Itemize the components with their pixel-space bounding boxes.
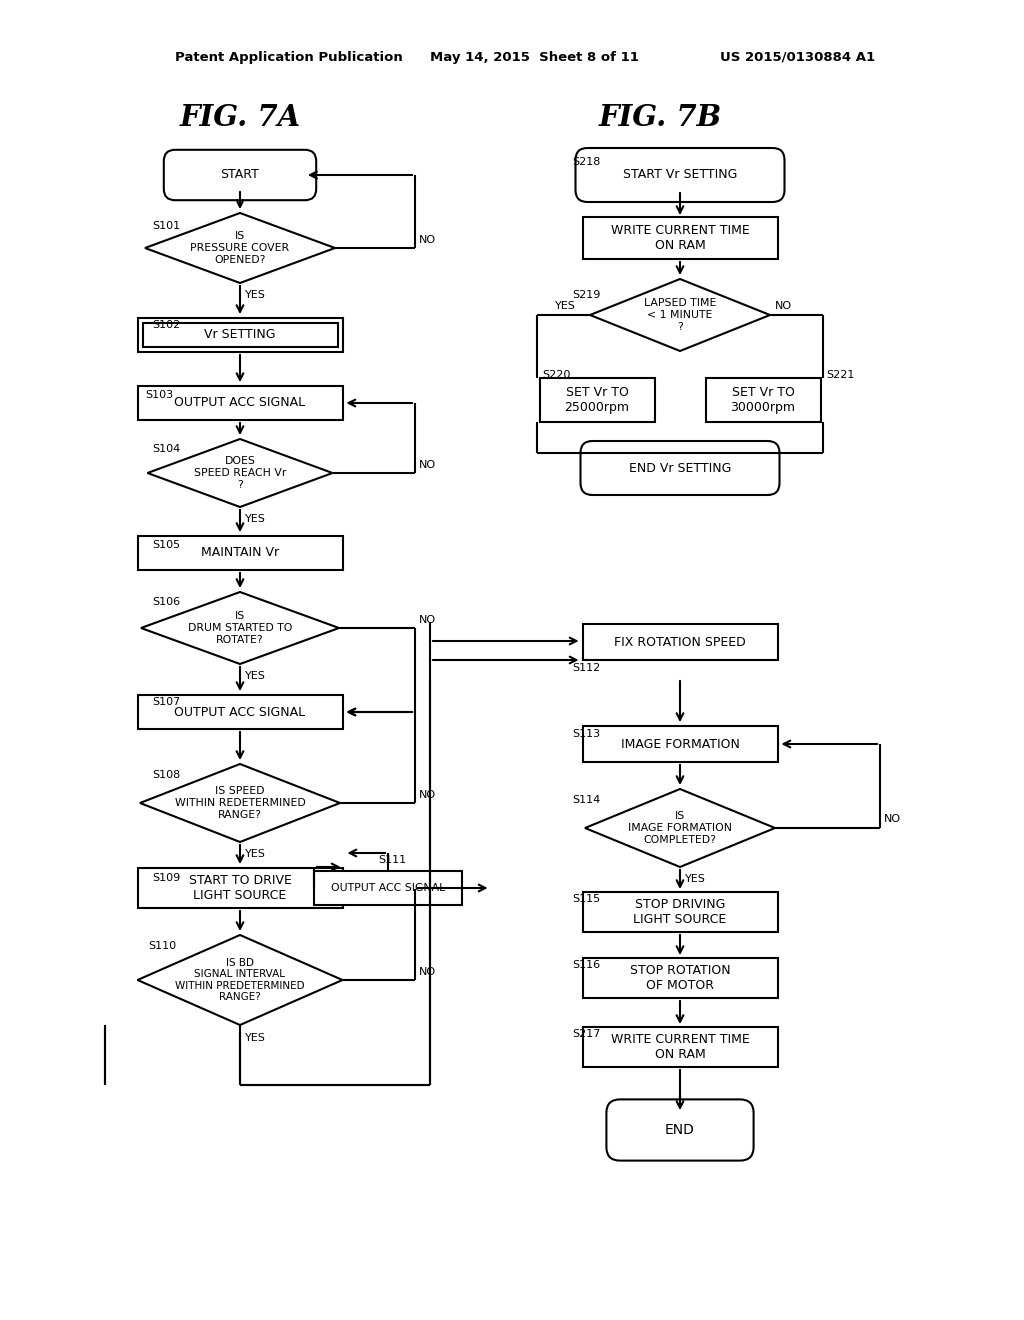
Text: S111: S111 [378,855,407,865]
Text: S114: S114 [572,795,600,805]
Text: DOES
SPEED REACH Vr
?: DOES SPEED REACH Vr ? [194,457,286,490]
Text: S220: S220 [542,370,570,380]
FancyBboxPatch shape [581,441,779,495]
Text: S112: S112 [572,663,600,673]
Text: NO: NO [419,968,436,977]
Text: S109: S109 [152,873,180,883]
Text: SET Vr TO
25000rpm: SET Vr TO 25000rpm [564,385,630,414]
Text: NO: NO [419,459,436,470]
Polygon shape [140,764,340,842]
Bar [706,378,820,422]
Bar [540,378,654,422]
Text: S105: S105 [152,540,180,550]
Text: S102: S102 [152,319,180,330]
Text: S115: S115 [572,894,600,904]
Text: SET Vr TO
30000rpm: SET Vr TO 30000rpm [730,385,796,414]
FancyBboxPatch shape [575,148,784,202]
Bar [583,958,777,998]
Text: US 2015/0130884 A1: US 2015/0130884 A1 [720,50,876,63]
Bar [137,385,342,420]
Text: YES: YES [685,874,706,884]
Polygon shape [590,279,770,351]
Text: S108: S108 [152,770,180,780]
Bar [137,696,342,729]
Text: IS SPEED
WITHIN REDETERMINED
RANGE?: IS SPEED WITHIN REDETERMINED RANGE? [175,787,305,820]
Text: START: START [220,169,259,181]
Bar [137,869,342,908]
Bar [142,323,338,347]
Text: START TO DRIVE
LIGHT SOURCE: START TO DRIVE LIGHT SOURCE [188,874,292,902]
Text: WRITE CURRENT TIME
ON RAM: WRITE CURRENT TIME ON RAM [610,1034,750,1061]
Text: NO: NO [419,615,436,624]
Text: OUTPUT ACC SIGNAL: OUTPUT ACC SIGNAL [331,883,445,894]
Text: OUTPUT ACC SIGNAL: OUTPUT ACC SIGNAL [174,705,305,718]
Bar [137,318,342,352]
Bar [137,536,342,570]
Text: S113: S113 [572,729,600,739]
Text: FIG. 7A: FIG. 7A [179,103,301,132]
Text: NO: NO [884,814,901,824]
Bar [583,624,777,660]
Text: IS
IMAGE FORMATION
COMPLETED?: IS IMAGE FORMATION COMPLETED? [628,812,732,845]
Polygon shape [147,440,333,507]
Text: YES: YES [245,671,266,681]
Bar [314,871,462,906]
Text: END Vr SETTING: END Vr SETTING [629,462,731,474]
Text: S104: S104 [152,444,180,454]
FancyBboxPatch shape [606,1100,754,1160]
Text: S219: S219 [572,290,600,300]
Text: NO: NO [419,235,436,246]
Text: NO: NO [419,789,436,800]
Text: YES: YES [245,290,266,300]
Bar [583,892,777,932]
Text: LAPSED TIME
< 1 MINUTE
?: LAPSED TIME < 1 MINUTE ? [644,298,716,331]
Text: Vr SETTING: Vr SETTING [204,329,275,342]
Text: Patent Application Publication: Patent Application Publication [175,50,402,63]
Polygon shape [145,213,335,282]
Text: WRITE CURRENT TIME
ON RAM: WRITE CURRENT TIME ON RAM [610,224,750,252]
Text: S101: S101 [152,220,180,231]
Text: OUTPUT ACC SIGNAL: OUTPUT ACC SIGNAL [174,396,305,409]
Text: NO: NO [775,301,793,312]
Text: IMAGE FORMATION: IMAGE FORMATION [621,738,739,751]
Text: S103: S103 [145,389,173,400]
Text: S106: S106 [152,597,180,607]
Text: YES: YES [245,1034,266,1043]
Text: S218: S218 [572,157,600,168]
Text: S221: S221 [826,370,854,380]
Polygon shape [141,591,339,664]
FancyBboxPatch shape [164,149,316,201]
Polygon shape [137,935,342,1026]
Text: FIX ROTATION SPEED: FIX ROTATION SPEED [614,635,745,648]
Text: S107: S107 [152,697,180,708]
Text: S110: S110 [148,941,176,950]
Text: START Vr SETTING: START Vr SETTING [623,169,737,181]
Text: IS
PRESSURE COVER
OPENED?: IS PRESSURE COVER OPENED? [190,231,290,264]
Text: FIG. 7B: FIG. 7B [598,103,722,132]
Text: YES: YES [555,301,575,312]
Text: STOP DRIVING
LIGHT SOURCE: STOP DRIVING LIGHT SOURCE [634,898,727,927]
Text: S217: S217 [572,1030,600,1039]
Text: STOP ROTATION
OF MOTOR: STOP ROTATION OF MOTOR [630,964,730,993]
Text: MAINTAIN Vr: MAINTAIN Vr [201,546,280,560]
Text: YES: YES [245,513,266,524]
Text: May 14, 2015  Sheet 8 of 11: May 14, 2015 Sheet 8 of 11 [430,50,639,63]
Bar [583,1027,777,1067]
Text: YES: YES [245,849,266,859]
Polygon shape [585,789,775,867]
Text: IS
DRUM STARTED TO
ROTATE?: IS DRUM STARTED TO ROTATE? [187,611,292,644]
Text: END: END [665,1123,695,1137]
Text: S116: S116 [572,960,600,970]
Bar [583,216,777,259]
Text: IS BD
SIGNAL INTERVAL
WITHIN PREDETERMINED
RANGE?: IS BD SIGNAL INTERVAL WITHIN PREDETERMIN… [175,957,305,1002]
Bar [583,726,777,762]
